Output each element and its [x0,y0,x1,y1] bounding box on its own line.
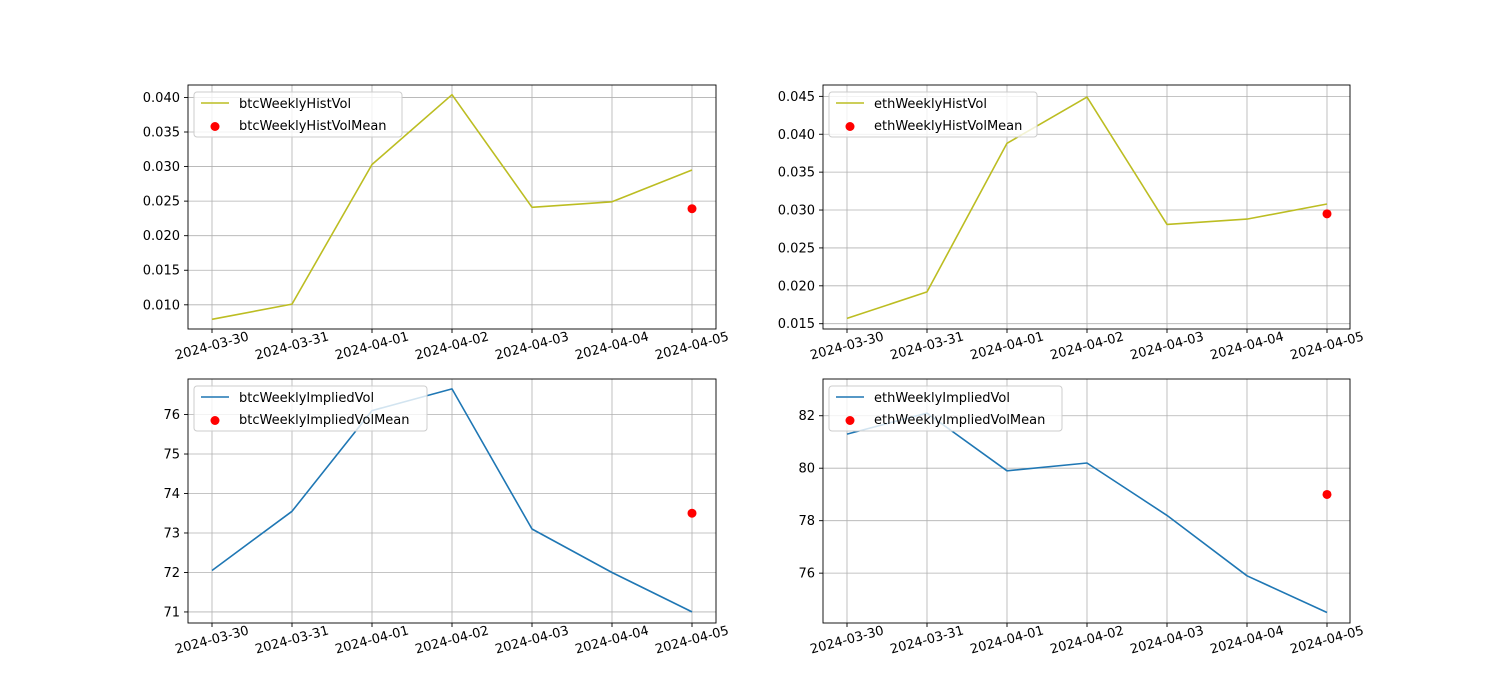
scatter-point-ethWeeklyHistVolMean [1322,209,1332,219]
y-tick-label: 0.040 [778,128,815,143]
y-tick-label: 75 [163,448,180,463]
y-tick-label: 0.020 [778,279,815,294]
legend-point-marker [845,122,855,131]
legend-label: ethWeeklyImpliedVolMean [874,413,1045,428]
y-tick-label: 0.030 [143,160,180,175]
y-tick-label: 0.020 [143,229,180,244]
legend: btcWeeklyHistVol btcWeeklyHistVolMean [193,91,403,138]
legend-label: btcWeeklyImpliedVolMean [239,413,410,428]
legend: ethWeeklyImpliedVol ethWeeklyImpliedVolMe… [828,385,1063,432]
legend-label: btcWeeklyHistVolMean [239,119,387,134]
y-tick-label: 76 [798,567,815,582]
legend-box [193,385,428,432]
scatter-point-btcWeeklyImpliedVolMean [687,508,697,518]
y-tick-label: 80 [798,462,815,477]
legend-label: ethWeeklyHistVol [874,97,987,112]
chart-panel-2: 0.0150.0200.0250.0300.0350.0400.0452024-… [778,84,1366,364]
y-tick-label: 0.030 [778,204,815,219]
y-tick-label: 0.025 [143,195,180,210]
legend-label: btcWeeklyImpliedVol [239,391,374,406]
legend-point-marker [210,416,220,425]
y-tick-label: 0.015 [143,264,180,279]
y-tick-label: 76 [163,408,180,423]
legend-label: ethWeeklyImpliedVol [874,391,1010,406]
y-tick-label: 78 [798,514,815,529]
scatter-point-ethWeeklyImpliedVolMean [1322,489,1332,499]
y-tick-label: 0.015 [778,317,815,332]
axes-frame [822,84,1351,330]
series-line-ethWeeklyHistVol [846,96,1328,320]
axes-frame [822,378,1351,624]
series-line-btcWeeklyImpliedVol [211,388,693,613]
y-tick-label: 0.035 [143,126,180,141]
scatter-point-btcWeeklyHistVolMean [687,204,697,214]
legend: btcWeeklyImpliedVol btcWeeklyImpliedVolMe… [193,385,428,432]
legend-label: ethWeeklyHistVolMean [874,119,1022,134]
legend-point-marker [210,122,220,131]
y-tick-label: 0.025 [778,241,815,256]
legend-label: btcWeeklyHistVol [239,97,351,112]
legend-box [193,91,403,138]
legend-box [828,91,1038,138]
legend: ethWeeklyHistVol ethWeeklyHistVolMean [828,91,1038,138]
y-tick-label: 0.040 [143,91,180,106]
legend-point-marker [845,416,855,425]
y-tick-label: 82 [798,409,815,424]
y-tick-label: 73 [163,526,180,541]
series-line-btcWeeklyHistVol [211,93,693,321]
y-tick-label: 71 [163,605,180,620]
y-tick-label: 74 [163,487,180,502]
y-tick-label: 72 [163,566,180,581]
chart-panel-1: 0.0100.0150.0200.0250.0300.0350.0402024-… [143,84,731,364]
y-tick-label: 0.035 [778,166,815,181]
legend-box [828,385,1063,432]
y-tick-label: 0.045 [778,90,815,105]
y-tick-label: 0.010 [143,298,180,313]
